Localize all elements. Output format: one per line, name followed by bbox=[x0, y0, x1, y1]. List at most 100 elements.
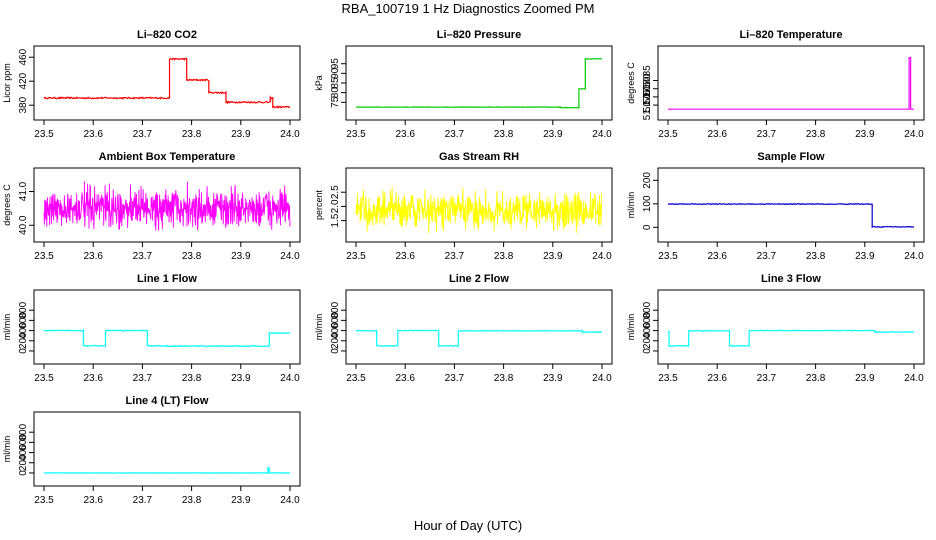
y-tick-label: 400 bbox=[330, 322, 341, 339]
panel-1: Li–820 CO2 23.5 23.6 23.7 23.8 23.9 24.0 380 420… bbox=[2, 29, 301, 140]
x-tick-label: 23.8 bbox=[806, 251, 826, 262]
y-tick-label: 200 bbox=[18, 454, 29, 471]
x-tick-label: 23.9 bbox=[543, 373, 563, 384]
x-tick-label: 23.5 bbox=[34, 373, 54, 384]
y-tick-label: 0 bbox=[642, 348, 653, 354]
x-tick-label: 23.5 bbox=[34, 251, 54, 262]
plot-frame bbox=[345, 167, 613, 243]
x-tick-label: 23.5 bbox=[346, 129, 366, 140]
panel-title: Line 4 (LT) Flow bbox=[126, 395, 209, 407]
panel-title: Ambient Box Temperature bbox=[99, 151, 236, 163]
panel-10: Line 4 (LT) Flow 23.5 23.6 23.7 23.8 23.9 24.0… bbox=[2, 395, 301, 506]
x-tick-label: 23.7 bbox=[757, 373, 777, 384]
plot-frame bbox=[33, 411, 301, 487]
y-tick-label: 400 bbox=[642, 322, 653, 339]
panel-title: Sample Flow bbox=[757, 151, 825, 163]
y-tick-label: 600 bbox=[18, 312, 29, 329]
x-tick-label: 23.8 bbox=[182, 495, 202, 506]
x-tick-label: 23.7 bbox=[445, 251, 465, 262]
y-tick-label: 200 bbox=[330, 332, 341, 349]
x-tick-label: 23.6 bbox=[707, 251, 727, 262]
series-line bbox=[667, 202, 914, 229]
y-axis-label: kPa bbox=[314, 75, 324, 91]
x-tick-label: 24.0 bbox=[592, 373, 612, 384]
y-tick-label: 90 bbox=[330, 67, 341, 79]
x-tick-label: 23.5 bbox=[34, 495, 54, 506]
x-tick-label: 24.0 bbox=[280, 129, 300, 140]
panel-title: Li–820 Pressure bbox=[437, 29, 521, 41]
x-tick-label: 23.9 bbox=[231, 373, 251, 384]
panel-title: Line 1 Flow bbox=[137, 273, 197, 285]
series-line bbox=[43, 181, 291, 231]
x-tick-label: 23.6 bbox=[395, 129, 415, 140]
y-tick-label: 800 bbox=[18, 423, 29, 440]
x-tick-label: 23.8 bbox=[494, 251, 514, 262]
panel-title: Li–820 Temperature bbox=[739, 29, 842, 41]
y-tick-label: 600 bbox=[642, 312, 653, 329]
x-tick-label: 24.0 bbox=[280, 373, 300, 384]
y-tick-label: 600 bbox=[330, 312, 341, 329]
x-tick-label: 23.9 bbox=[855, 129, 875, 140]
plot-frame bbox=[33, 45, 301, 121]
y-tick-label: 51.070 bbox=[642, 89, 653, 120]
x-tick-label: 23.5 bbox=[346, 373, 366, 384]
x-tick-label: 23.6 bbox=[83, 129, 103, 140]
panel-7: Line 1 Flow 23.5 23.6 23.7 23.8 23.9 24.0 02004… bbox=[2, 273, 301, 384]
x-tick-label: 23.6 bbox=[395, 251, 415, 262]
y-tick-label: 0 bbox=[18, 470, 29, 476]
y-tick-label: 420 bbox=[18, 72, 29, 89]
y-axis-label: ml/min bbox=[626, 192, 636, 219]
x-tick-label: 24.0 bbox=[280, 251, 300, 262]
series-line bbox=[667, 329, 915, 347]
y-tick-label: 200 bbox=[642, 172, 653, 189]
panel-6: Sample Flow 23.5 23.6 23.7 23.8 23.9 24.0 0 100 2… bbox=[626, 151, 925, 262]
x-tick-label: 23.9 bbox=[855, 251, 875, 262]
x-tick-label: 23.7 bbox=[445, 129, 465, 140]
series-line bbox=[43, 329, 291, 348]
y-tick-label: 200 bbox=[18, 332, 29, 349]
y-tick-label: 200 bbox=[642, 332, 653, 349]
x-tick-label: 23.5 bbox=[658, 373, 678, 384]
x-tick-label: 23.7 bbox=[133, 251, 153, 262]
x-tick-label: 23.9 bbox=[543, 251, 563, 262]
y-tick-label: 40.0 bbox=[18, 215, 29, 235]
y-tick-label: 2.5 bbox=[330, 185, 341, 199]
panel-title: Line 2 Flow bbox=[449, 273, 509, 285]
x-tick-label: 23.7 bbox=[757, 251, 777, 262]
x-tick-label: 23.9 bbox=[231, 251, 251, 262]
y-tick-label: 51.080 bbox=[642, 73, 653, 104]
y-axis-label: ml/min bbox=[314, 314, 324, 341]
y-tick-label: 600 bbox=[18, 434, 29, 451]
x-tick-label: 23.7 bbox=[757, 129, 777, 140]
x-tick-label: 24.0 bbox=[904, 373, 924, 384]
x-tick-label: 23.8 bbox=[494, 373, 514, 384]
y-tick-label: 460 bbox=[18, 48, 29, 65]
y-axis-label: ml/min bbox=[626, 314, 636, 341]
x-tick-label: 24.0 bbox=[592, 129, 612, 140]
y-tick-label: 41.0 bbox=[18, 181, 29, 201]
panel-5: Gas Stream RH 23.5 23.6 23.7 23.8 23.9 24.0 1.5… bbox=[314, 151, 613, 262]
x-tick-label: 23.8 bbox=[182, 373, 202, 384]
x-tick-label: 23.7 bbox=[133, 495, 153, 506]
x-tick-label: 23.8 bbox=[182, 129, 202, 140]
y-tick-label: 1.5 bbox=[330, 213, 341, 227]
series-line bbox=[44, 467, 291, 474]
panel-title: Gas Stream RH bbox=[439, 151, 519, 163]
x-tick-label: 24.0 bbox=[904, 129, 924, 140]
y-tick-label: 100 bbox=[642, 195, 653, 212]
y-tick-label: 85 bbox=[330, 77, 341, 89]
x-tick-label: 23.6 bbox=[707, 373, 727, 384]
panel-9: Line 3 Flow 23.5 23.6 23.7 23.8 23.9 24.0 02004… bbox=[626, 273, 925, 384]
panel-8: Line 2 Flow 23.5 23.6 23.7 23.8 23.9 24.0 02004… bbox=[314, 273, 613, 384]
x-tick-label: 23.6 bbox=[83, 495, 103, 506]
x-tick-label: 24.0 bbox=[280, 495, 300, 506]
x-tick-label: 23.5 bbox=[658, 251, 678, 262]
y-tick-label: 380 bbox=[18, 96, 29, 113]
y-tick-label: 800 bbox=[330, 301, 341, 318]
panel-title: Li–820 CO2 bbox=[137, 29, 197, 41]
panel-4: Ambient Box Temperature 23.5 23.6 23.7 23.8 2… bbox=[2, 151, 301, 262]
panel-title: Line 3 Flow bbox=[761, 273, 821, 285]
x-tick-label: 23.6 bbox=[83, 373, 103, 384]
plot-frame bbox=[657, 167, 925, 243]
